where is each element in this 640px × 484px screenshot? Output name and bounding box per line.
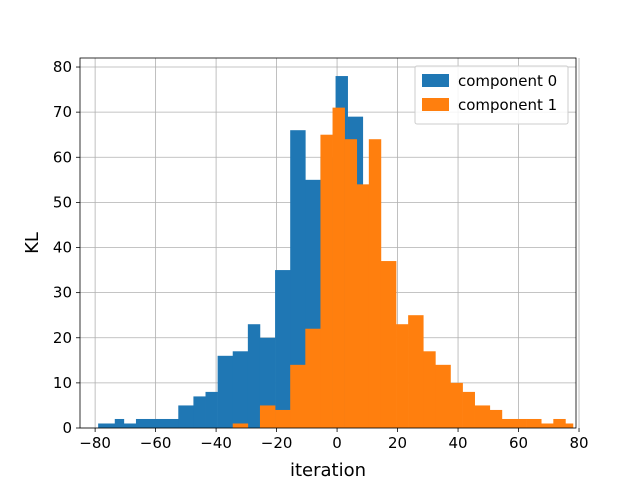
bar-series-1 <box>435 364 451 428</box>
x-tick-label: 20 <box>388 434 407 452</box>
y-tick-label: 30 <box>53 284 72 302</box>
bar-series-1 <box>259 405 276 428</box>
bar-series-1 <box>462 391 475 428</box>
y-axis-label: KL <box>22 232 43 254</box>
x-tick-label: −20 <box>261 434 293 452</box>
y-tick-label: 70 <box>53 103 72 121</box>
legend-label: component 1 <box>458 96 557 114</box>
bar-series-1 <box>553 418 566 428</box>
bar-series-1 <box>232 423 249 428</box>
bar-series-0 <box>178 405 194 428</box>
bar-series-0 <box>205 391 218 428</box>
y-tick-label: 10 <box>53 374 72 392</box>
legend: component 0 component 1 <box>414 65 569 125</box>
x-tick-label: 80 <box>569 434 588 452</box>
bar-series-0 <box>290 130 306 428</box>
bar-series-1 <box>368 139 382 428</box>
plot-frame <box>79 57 577 429</box>
y-tick-label: 0 <box>62 419 72 437</box>
bar-series-1 <box>380 261 397 428</box>
bar-series-1 <box>305 328 321 428</box>
bar-series-1 <box>450 382 463 428</box>
bar-series-1 <box>423 351 436 428</box>
bar-series-0 <box>123 423 137 428</box>
bars <box>98 76 574 429</box>
x-tick-label: −40 <box>200 434 232 452</box>
bar-series-1 <box>396 324 409 428</box>
bar-series-1 <box>290 364 306 428</box>
bar-series-0 <box>193 396 206 428</box>
axis-ticks: −80 −60 −40 −20 0 20 40 60 80 0 10 20 30 40 50 60 70 80 <box>53 58 589 452</box>
bar-series-1 <box>356 184 370 428</box>
bar-series-1 <box>526 418 542 428</box>
legend-swatch <box>422 98 449 111</box>
bar-series-1 <box>332 107 345 428</box>
legend-label: component 0 <box>458 72 557 90</box>
bar-series-1 <box>514 418 527 428</box>
legend-swatch <box>422 74 449 87</box>
bar-series-1 <box>489 409 503 428</box>
bar-series-0 <box>247 324 261 428</box>
x-tick-label: 0 <box>332 434 342 452</box>
y-tick-label: 40 <box>53 239 72 257</box>
bar-series-0 <box>217 355 234 428</box>
x-axis-label: iteration <box>290 460 366 480</box>
bar-series-1 <box>565 423 574 428</box>
bar-series-1 <box>320 134 333 428</box>
y-tick-label: 80 <box>53 58 72 76</box>
bar-series-0 <box>275 270 291 428</box>
bar-series-1 <box>501 418 515 428</box>
bar-series-0 <box>232 351 249 428</box>
bar-series-1 <box>474 405 491 428</box>
y-tick-label: 60 <box>53 148 72 166</box>
legend-box <box>414 65 569 125</box>
bar-series-1 <box>275 409 291 428</box>
x-tick-label: 60 <box>509 434 528 452</box>
x-tick-label: −60 <box>140 434 172 452</box>
bar-series-0 <box>114 418 125 428</box>
x-tick-label: 40 <box>449 434 468 452</box>
bar-series-1 <box>541 423 554 428</box>
y-tick-label: 50 <box>53 193 72 211</box>
x-tick-label: −80 <box>79 434 111 452</box>
bar-series-0 <box>135 418 179 428</box>
bar-series-0 <box>98 423 116 428</box>
bar-series-1 <box>344 139 358 428</box>
bar-series-1 <box>408 315 424 428</box>
y-tick-label: 20 <box>53 329 72 347</box>
